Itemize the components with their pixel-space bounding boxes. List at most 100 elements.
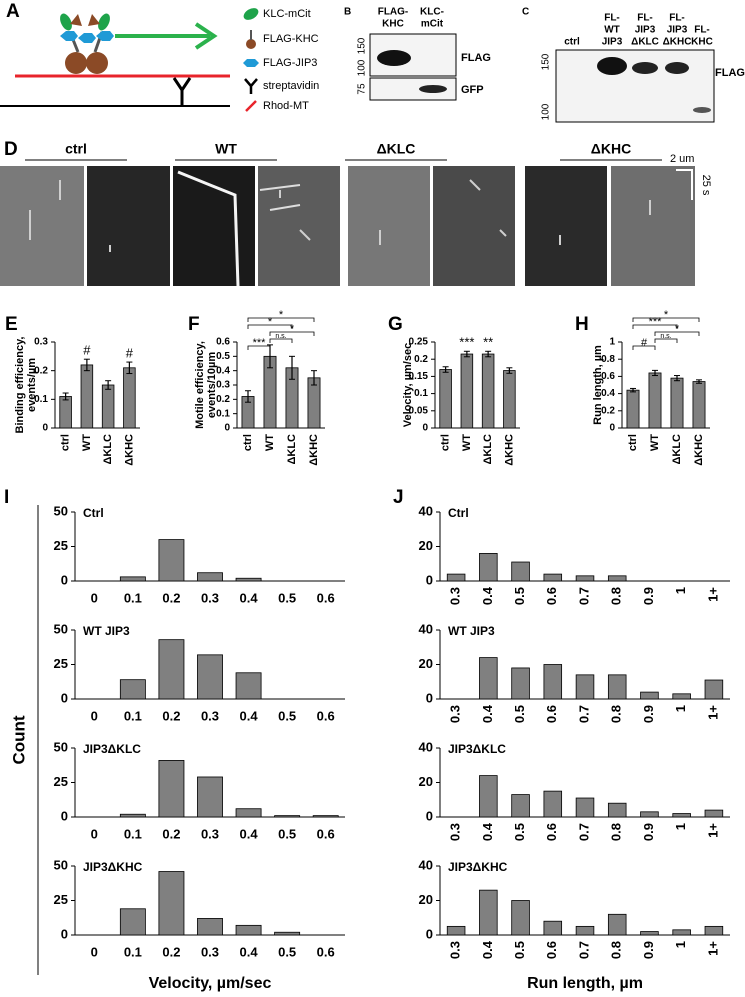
x-tick-label: 0.6 [544,823,559,841]
lane-label: FL- [694,25,710,36]
x-tick-label: 0.6 [317,708,335,723]
lane-label: ΔKLC [631,37,659,48]
bar [123,367,136,429]
panel-letter: E [5,314,18,335]
significance-label: * [279,309,284,321]
x-tick-label: 0.3 [201,944,219,959]
x-tick-label: ΔKLC [671,434,683,465]
x-tick-label: 1+ [705,705,720,720]
bar [543,664,563,700]
bar [481,353,495,429]
x-tick-label: 1 [673,823,688,830]
y-tick-label: 0 [61,572,68,587]
marker: 150 [357,37,368,54]
x-tick-label: 0.7 [576,705,591,723]
bar [626,389,640,429]
jip3 [96,31,114,41]
x-tick-label: 0 [91,590,98,605]
x-tick-label: 0.3 [448,587,463,605]
y-tick-label: 25 [54,892,68,907]
x-tick-label: 0.8 [609,941,624,959]
x-tick-label: 0.6 [544,587,559,605]
significance-label: * [268,316,273,328]
significance-label: *** [253,337,267,349]
bar [80,364,94,429]
bar [670,377,684,429]
kymograph [0,166,84,286]
bar [197,918,223,936]
legend-icon [244,78,258,94]
chart-title: JIP3ΔKHC [448,860,508,874]
chart-title: Ctrl [83,506,104,520]
jip3 [78,33,96,43]
panel-letter: G [388,314,403,335]
y-tick-label: 20 [419,774,433,789]
legend-label: FLAG-KHC [263,33,319,45]
panel-ij: I J Count Velocity, µm/sec Run length, µ… [4,487,643,992]
bar [575,575,595,582]
bar [197,776,223,818]
y-tick-label: 0.2 [601,405,615,416]
y-tick-label: 0 [609,423,615,434]
y-tick-label: 0 [42,423,48,434]
track [259,184,301,211]
y-tick-label: 0 [422,423,428,434]
x-tick-label: ΔKHC [503,434,515,466]
x-tick-label: 0.4 [240,708,259,723]
significance-bracket [247,317,315,322]
bar [479,775,498,818]
x-tick-label: ctrl [60,434,72,451]
x-tick-label: 0.3 [448,941,463,959]
significance-label: ** [483,335,493,350]
y-tick-label: 20 [419,656,433,671]
x-tick-label: 0.9 [641,941,656,959]
panel-b: B FLAG- KHC KLC- mCit 150 100 75 FLAG GF… [344,7,491,101]
bar [543,790,563,818]
bar [511,561,530,582]
band [377,50,411,66]
bar [575,797,595,818]
bar [274,815,301,818]
x-tick-label: 1+ [705,941,720,956]
bar [704,679,724,700]
y-tick-label: 0.8 [601,354,615,365]
legend-icon [243,8,259,20]
lane-label: ctrl [564,37,580,48]
lane-label: JIP3 [667,25,688,36]
y-tick-label: 0.15 [409,371,429,382]
y-tick-label: 0.2 [414,354,428,365]
x-tick-label: 0.5 [512,823,527,841]
significance-label: n.s. [660,333,671,340]
significance-label: n.s. [275,333,286,340]
significance-label: * [664,309,669,321]
condition-label: ΔKLC [377,141,416,157]
x-tick-label: WT [461,434,473,451]
motor-head [86,52,108,74]
x-tick-label: 1 [673,705,688,712]
x-tick-label: 0.4 [480,586,495,605]
bar [158,639,185,700]
bar [479,889,498,936]
lane-label: KHC [691,37,713,48]
bar [101,384,115,429]
x-tick-label: WT [264,434,276,451]
bar [640,691,659,700]
y-axis-label: events/µm [26,358,38,412]
y-tick-label: 0.2 [216,394,230,405]
significance-bracket [654,331,700,336]
bar [704,809,724,818]
x-tick-label: 0.3 [448,705,463,723]
bar [235,577,262,582]
bar [460,353,474,429]
kymograph [525,166,607,286]
marker: 100 [541,103,552,120]
bar [607,575,627,582]
x-tick-label: 0.3 [201,708,219,723]
bar [439,369,452,429]
x-tick-label: 0.9 [641,823,656,841]
y-tick-label: 0 [224,423,230,434]
blot [555,49,715,123]
x-tick-label: ΔKHC [123,434,135,466]
x-tick-label: 0.9 [641,587,656,605]
bar [197,572,223,582]
